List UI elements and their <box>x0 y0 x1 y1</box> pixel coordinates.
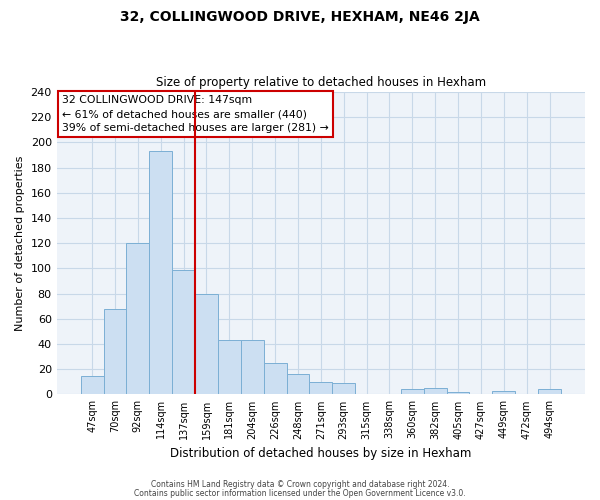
Bar <box>149 152 172 394</box>
Bar <box>104 309 127 394</box>
Bar <box>195 294 218 394</box>
Bar <box>424 388 446 394</box>
Bar <box>80 376 104 394</box>
Bar <box>332 383 355 394</box>
Bar <box>538 390 561 394</box>
X-axis label: Distribution of detached houses by size in Hexham: Distribution of detached houses by size … <box>170 447 472 460</box>
Bar <box>446 392 469 394</box>
Bar <box>287 374 310 394</box>
Bar <box>263 363 287 394</box>
Text: 32 COLLINGWOOD DRIVE: 147sqm
← 61% of detached houses are smaller (440)
39% of s: 32 COLLINGWOOD DRIVE: 147sqm ← 61% of de… <box>62 95 329 133</box>
Text: Contains HM Land Registry data © Crown copyright and database right 2024.: Contains HM Land Registry data © Crown c… <box>151 480 449 489</box>
Bar <box>241 340 263 394</box>
Bar <box>310 382 332 394</box>
Bar <box>172 270 195 394</box>
Bar <box>127 243 149 394</box>
Text: 32, COLLINGWOOD DRIVE, HEXHAM, NE46 2JA: 32, COLLINGWOOD DRIVE, HEXHAM, NE46 2JA <box>120 10 480 24</box>
Bar <box>493 390 515 394</box>
Bar <box>218 340 241 394</box>
Title: Size of property relative to detached houses in Hexham: Size of property relative to detached ho… <box>156 76 486 90</box>
Text: Contains public sector information licensed under the Open Government Licence v3: Contains public sector information licen… <box>134 488 466 498</box>
Bar <box>401 390 424 394</box>
Y-axis label: Number of detached properties: Number of detached properties <box>15 156 25 331</box>
